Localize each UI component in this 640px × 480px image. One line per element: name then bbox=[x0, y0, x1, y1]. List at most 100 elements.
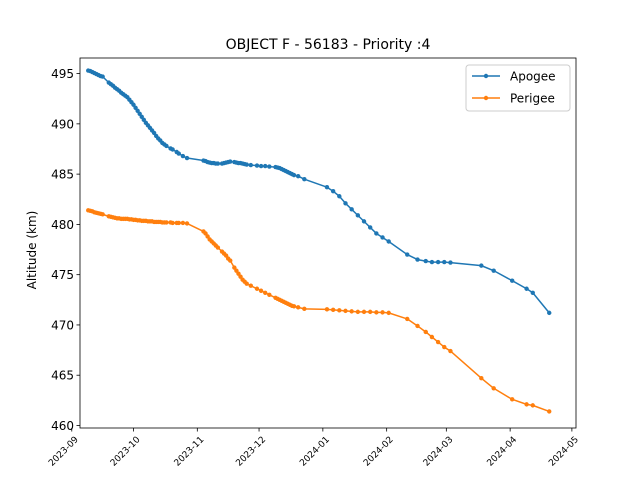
apogee-point bbox=[254, 163, 260, 168]
y-axis: 460 465 470 475 480 485 490 495 bbox=[51, 67, 80, 433]
perigee-point bbox=[302, 306, 307, 312]
y-axis-label: Altitude (km) bbox=[25, 211, 39, 290]
apogee-point bbox=[380, 235, 385, 240]
perigee-point bbox=[349, 309, 354, 314]
legend-label: Apogee bbox=[510, 70, 556, 84]
perigee-point bbox=[355, 309, 361, 315]
apogee-point bbox=[374, 231, 379, 236]
perigee-point bbox=[510, 397, 515, 402]
perigee-point bbox=[524, 402, 529, 407]
perigee-point bbox=[343, 308, 348, 314]
series-layer bbox=[86, 68, 552, 414]
apogee-point bbox=[349, 207, 354, 212]
perigee-point bbox=[423, 329, 428, 335]
apogee-point bbox=[442, 259, 447, 265]
apogee-point bbox=[367, 225, 373, 230]
legend-marker bbox=[483, 95, 489, 101]
perigee-point bbox=[100, 212, 105, 217]
series-apogee bbox=[86, 68, 552, 316]
perigee-point bbox=[295, 305, 301, 310]
perigee-point bbox=[258, 288, 264, 293]
apogee-point bbox=[215, 161, 221, 166]
apogee-point bbox=[510, 278, 515, 283]
perigee-point bbox=[324, 307, 330, 312]
perigee-point bbox=[254, 286, 260, 291]
apogee-point bbox=[530, 290, 535, 295]
apogee-point bbox=[386, 239, 391, 244]
perigee-point bbox=[170, 220, 175, 226]
apogee-point bbox=[180, 153, 186, 159]
apogee-point bbox=[263, 163, 268, 169]
legend: Apogee Perigee bbox=[465, 64, 571, 112]
y-tick-label: 465 bbox=[51, 369, 74, 383]
perigee-point bbox=[267, 292, 272, 297]
perigee-point bbox=[491, 386, 496, 391]
apogee-point bbox=[295, 173, 301, 179]
y-tick-label: 490 bbox=[51, 117, 74, 131]
perigee-point bbox=[180, 220, 186, 226]
apogee-point bbox=[361, 219, 367, 224]
apogee-point bbox=[337, 194, 342, 199]
y-tick-label: 495 bbox=[51, 67, 74, 81]
apogee-point bbox=[164, 143, 169, 149]
perigee-point bbox=[415, 323, 420, 329]
perigee-point bbox=[367, 309, 373, 315]
perigee-point bbox=[361, 309, 367, 315]
apogee-point bbox=[176, 151, 181, 156]
y-tick-label: 485 bbox=[51, 168, 74, 182]
apogee-point bbox=[228, 159, 233, 164]
perigee-point bbox=[244, 281, 249, 286]
y-tick-label: 470 bbox=[51, 318, 74, 332]
chart-title: OBJECT F - 56183 - Priority :4 bbox=[226, 37, 431, 53]
perigee-point bbox=[380, 310, 385, 315]
apogee-point bbox=[524, 286, 529, 291]
perigee-point bbox=[479, 376, 484, 381]
apogee-point bbox=[267, 164, 272, 169]
perigee-point bbox=[374, 310, 379, 315]
perigee-point bbox=[263, 290, 268, 295]
apogee-point bbox=[343, 201, 348, 206]
y-tick-label: 460 bbox=[51, 419, 74, 433]
apogee-point bbox=[423, 258, 428, 264]
perigee-point bbox=[448, 348, 453, 354]
perigee-point bbox=[164, 220, 169, 225]
perigee-point bbox=[330, 307, 336, 313]
series-perigee bbox=[86, 208, 552, 414]
apogee-point bbox=[330, 189, 336, 194]
apogee-point bbox=[429, 259, 435, 265]
apogee-point bbox=[258, 163, 264, 169]
perigee-point bbox=[386, 310, 391, 316]
y-tick-label: 480 bbox=[51, 218, 74, 232]
axes-frame bbox=[79, 57, 577, 429]
perigee-point bbox=[405, 316, 410, 322]
perigee-point bbox=[429, 334, 435, 340]
y-tick-label: 475 bbox=[51, 268, 74, 282]
perigee-point bbox=[228, 258, 233, 263]
legend-label: Perigee bbox=[510, 92, 555, 106]
perigee-point bbox=[337, 308, 342, 313]
legend-marker bbox=[483, 73, 489, 79]
apogee-point bbox=[415, 257, 420, 262]
apogee-point bbox=[170, 147, 175, 152]
perigee-point bbox=[215, 245, 221, 250]
apogee-point bbox=[100, 74, 105, 79]
perigee-point bbox=[530, 403, 535, 408]
apogee-point bbox=[405, 252, 410, 257]
perigee-point bbox=[176, 220, 181, 226]
apogee-point bbox=[491, 268, 496, 273]
apogee-point bbox=[324, 185, 330, 190]
apogee-point bbox=[291, 172, 297, 178]
apogee-point bbox=[184, 155, 190, 161]
apogee-point bbox=[244, 162, 249, 167]
apogee-point bbox=[479, 263, 484, 268]
perigee-point bbox=[184, 221, 190, 226]
apogee-point bbox=[435, 259, 441, 265]
perigee-point bbox=[435, 339, 441, 345]
perigee-point bbox=[248, 283, 254, 288]
perigee-point bbox=[442, 344, 447, 350]
apogee-point bbox=[248, 162, 254, 168]
apogee-point bbox=[355, 213, 361, 218]
perigee-point bbox=[547, 409, 552, 414]
apogee-point bbox=[302, 176, 307, 182]
